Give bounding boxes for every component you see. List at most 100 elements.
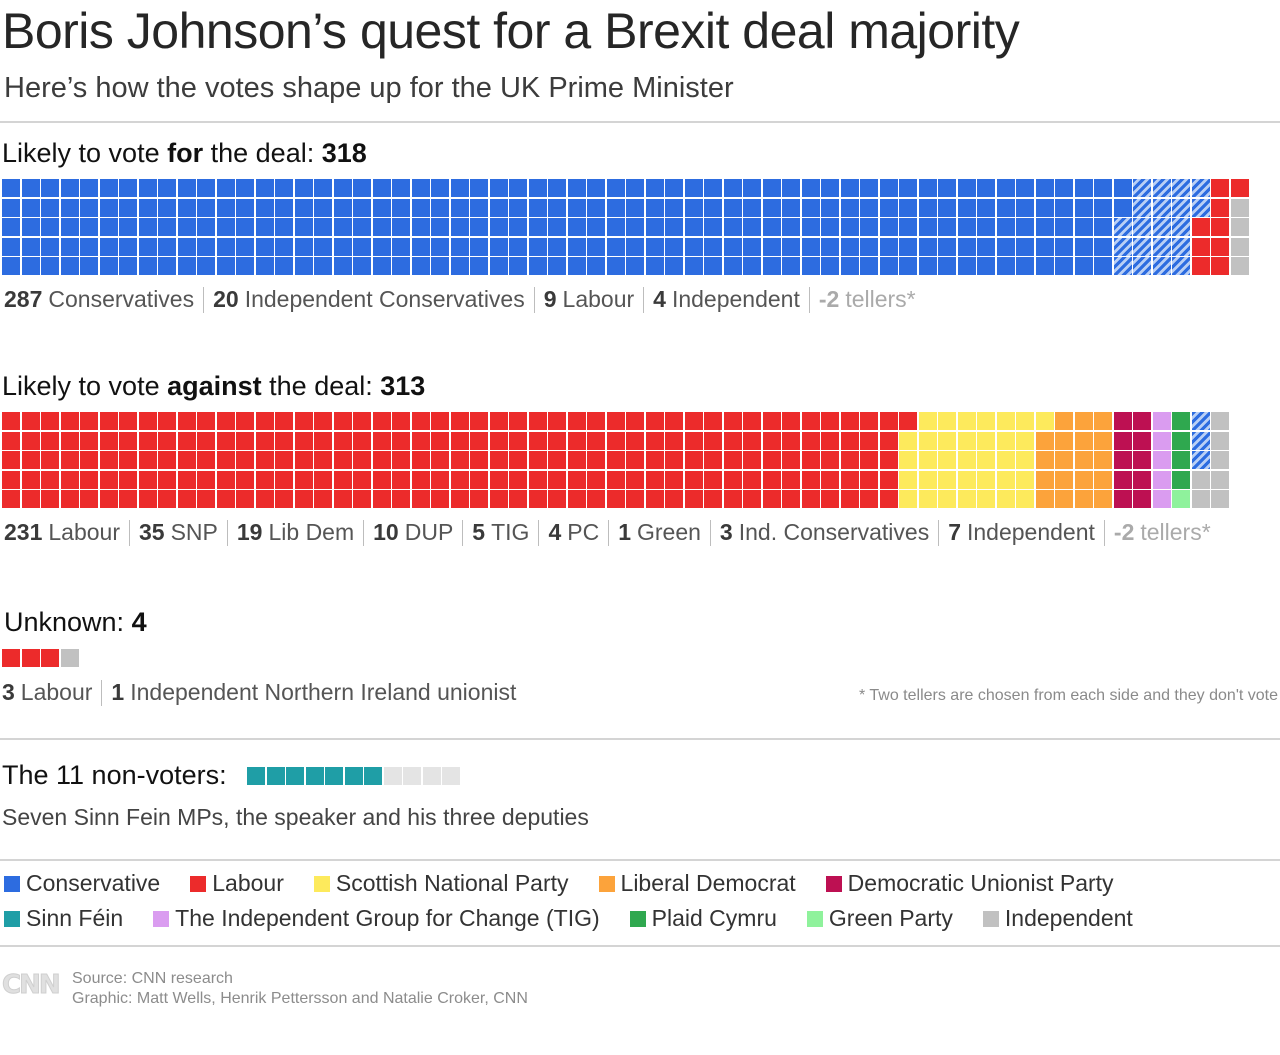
credit-text: Graphic: Matt Wells, Henrik Pettersson a…	[72, 990, 528, 1007]
waffle-cell-conservative	[665, 218, 683, 236]
waffle-cell-labour	[41, 470, 59, 489]
waffle-cell-labour	[80, 431, 98, 450]
waffle-cell-labour	[41, 649, 59, 667]
waffle-cell-labour	[1211, 179, 1229, 197]
waffle-cell-conservative	[840, 237, 859, 256]
waffle-cell-labour	[801, 470, 820, 489]
waffle-cell-conservative	[138, 179, 157, 197]
legend-swatch	[806, 910, 823, 927]
waffle-cell-labour	[353, 470, 371, 489]
legend-label: Independent	[1004, 905, 1133, 931]
waffle-cell-labour	[723, 490, 742, 508]
waffle-cell-labour	[489, 470, 508, 489]
waffle-cell-conservative	[216, 218, 235, 236]
waffle-cell-conservative	[548, 257, 566, 275]
waffle-cell-conservative	[996, 218, 1015, 236]
waffle-cell-conservative	[899, 218, 917, 236]
waffle-cell-labour	[2, 470, 20, 489]
waffle-cell-snp	[957, 490, 976, 508]
waffle-cell-labour	[275, 412, 293, 430]
waffle-cell-labour	[509, 451, 527, 469]
breakdown-label: Independent Northern Ireland unionist	[130, 679, 517, 705]
legend-item: Labour	[190, 870, 284, 897]
waffle-cell-conservative	[255, 198, 274, 217]
waffle-cell-labour	[294, 451, 313, 469]
waffle-cell-conservative	[645, 218, 664, 236]
waffle-cell-conservative	[41, 179, 59, 197]
waffle-cell-tig	[1152, 490, 1171, 508]
waffle-cell-conservative	[275, 179, 293, 197]
waffle-cell-conservative	[840, 179, 859, 197]
waffle-cell-conservative	[821, 257, 839, 275]
waffle-cell-conservative	[489, 198, 508, 217]
waffle-cell-labour	[411, 431, 430, 450]
waffle-cell-conservative	[762, 198, 781, 217]
waffle-cell-labour	[587, 431, 605, 450]
for-total: 318	[321, 138, 367, 168]
waffle-cell-conservative	[197, 179, 215, 197]
waffle-cell-labour	[1191, 218, 1210, 236]
waffle-cell-labour	[587, 490, 605, 508]
waffle-cell-labour	[684, 490, 703, 508]
waffle-cell-conservative	[392, 257, 410, 275]
waffle-cell-labour	[548, 490, 566, 508]
waffle-cell-labour	[21, 451, 40, 469]
breakdown-item: 4 PC	[548, 519, 599, 546]
waffle-cell-conservative	[294, 198, 313, 217]
waffle-cell-conservative	[255, 237, 274, 256]
waffle-cell-conservative	[314, 198, 332, 217]
waffle-cell-labour	[801, 451, 820, 469]
breakdown-item: -2 tellers*	[819, 286, 916, 313]
waffle-cell-labour	[470, 451, 488, 469]
waffle-cell-conservative	[333, 257, 352, 275]
waffle-cell-snp	[957, 412, 976, 430]
waffle-cell-labour	[119, 451, 137, 469]
waffle-cell-labour	[138, 431, 157, 450]
waffle-cell-conservative	[626, 198, 644, 217]
waffle-cell-conservative	[723, 237, 742, 256]
waffle-cell-libdem	[1074, 431, 1093, 450]
waffle-cell-conservative	[743, 257, 761, 275]
waffle-cell-conservative	[840, 198, 859, 217]
waffle-cell-labour	[294, 431, 313, 450]
legend-swatch	[598, 875, 615, 892]
waffle-cell-conservative	[684, 218, 703, 236]
waffle-cell-conservative	[606, 218, 625, 236]
waffle-cell-labour	[2, 649, 20, 667]
waffle-cell-libdem	[1035, 490, 1054, 508]
waffle-cell-conservative	[782, 237, 800, 256]
divider	[0, 121, 1280, 123]
waffle-cell-conservative	[314, 218, 332, 236]
waffle-cell-dup	[1133, 451, 1151, 469]
waffle-cell-conservative	[450, 257, 469, 275]
waffle-cell-labour	[392, 470, 410, 489]
waffle-cell-conservative	[938, 257, 956, 275]
waffle-cell-conservative	[21, 179, 40, 197]
waffle-cell-labour	[1191, 257, 1210, 275]
waffle-cell-labour	[255, 451, 274, 469]
waffle-cell-labour	[41, 490, 59, 508]
waffle-cell-conservative	[177, 237, 196, 256]
waffle-cell-conservative	[236, 218, 254, 236]
waffle-cell-labour	[41, 431, 59, 450]
breakdown-label: Labour	[20, 679, 93, 705]
waffle-cell-labour	[353, 412, 371, 430]
waffle-cell-conservative	[665, 179, 683, 197]
waffle-cell-conservative	[255, 179, 274, 197]
breakdown-separator	[129, 519, 130, 546]
waffle-cell-labour	[528, 490, 547, 508]
waffle-cell-dup	[1113, 490, 1132, 508]
waffle-cell-labour	[41, 412, 59, 430]
breakdown-item: 10 DUP	[373, 519, 453, 546]
waffle-cell-conservative	[80, 198, 98, 217]
waffle-cell-conservative	[860, 218, 878, 236]
waffle-cell-conservative	[60, 179, 79, 197]
waffle-cell-labour	[392, 412, 410, 430]
waffle-cell-conservative	[840, 257, 859, 275]
waffle-cell-libdem	[1035, 451, 1054, 469]
waffle-cell-labour	[80, 470, 98, 489]
waffle-cell-conservative	[1191, 431, 1210, 450]
waffle-cell-conservative	[353, 237, 371, 256]
legend-swatch	[4, 910, 20, 927]
waffle-cell-labour	[860, 451, 878, 469]
